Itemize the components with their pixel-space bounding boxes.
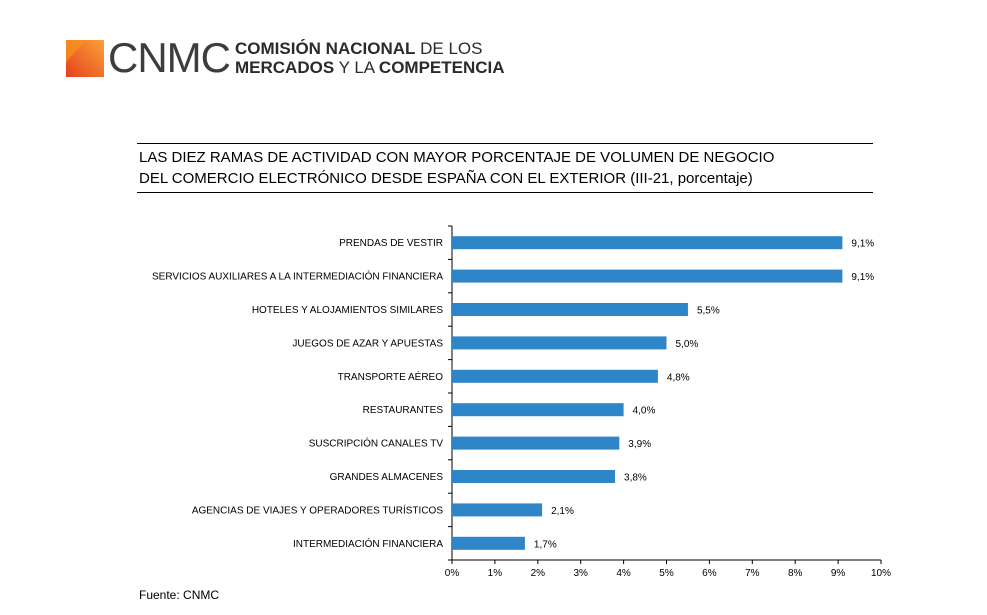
logo-wordmark: CNMC: [108, 34, 231, 81]
value-label: 9,1%: [851, 239, 874, 250]
value-label: 4,8%: [667, 372, 690, 383]
cnmc-logo-mark-icon: [66, 40, 104, 77]
bar: [452, 436, 620, 450]
x-tick-label: 10%: [871, 568, 891, 579]
chart-title-line-2: DEL COMERCIO ELECTRÓNICO DESDE ESPAÑA CO…: [139, 170, 753, 187]
x-tick-label: 7%: [745, 568, 760, 579]
value-label: 9,1%: [851, 272, 874, 283]
bar: [452, 369, 658, 383]
category-label: PRENDAS DE VESTIR: [339, 238, 443, 249]
x-tick-label: 4%: [616, 568, 631, 579]
value-label: 2,1%: [551, 506, 574, 517]
value-label: 5,0%: [676, 339, 699, 350]
x-tick-label: 1%: [488, 568, 503, 579]
value-label: 5,5%: [697, 306, 720, 317]
category-label: TRANSPORTE AÉREO: [338, 370, 444, 383]
bar: [452, 236, 843, 250]
bar: [452, 403, 624, 417]
x-tick-label: 9%: [831, 568, 846, 579]
cnmc-logo: CNMC COMISIÓN NACIONAL DE LOS MERCADOS Y…: [66, 34, 505, 81]
bar: [452, 303, 688, 316]
bar: [452, 503, 543, 517]
bar: [452, 336, 667, 350]
x-tick-label: 0%: [445, 568, 460, 579]
value-label: 4,0%: [633, 406, 656, 417]
bar: [452, 269, 843, 283]
value-label: 3,8%: [624, 473, 647, 484]
category-label: HOTELES Y ALOJAMIENTOS SIMILARES: [252, 305, 444, 316]
value-label: 3,9%: [628, 439, 651, 450]
bar: [452, 470, 616, 483]
x-tick-label: 6%: [702, 568, 717, 579]
category-label: AGENCIAS DE VIAJES Y OPERADORES TURÍSTIC…: [192, 503, 444, 516]
bar: [452, 536, 525, 550]
value-label: 1,7%: [534, 539, 557, 550]
category-label: SUSCRIPCIÓN CANALES TV: [309, 437, 444, 450]
x-tick-label: 3%: [573, 568, 588, 579]
category-label: JUEGOS DE AZAR Y APUESTAS: [292, 338, 443, 349]
source-note: Fuente: CNMC: [139, 588, 220, 602]
category-label: SERVICIOS AUXILIARES A LA INTERMEDIACIÓN…: [152, 270, 443, 283]
chart-title-line-1: LAS DIEZ RAMAS DE ACTIVIDAD CON MAYOR PO…: [139, 149, 775, 166]
category-label: RESTAURANTES: [363, 405, 444, 416]
x-tick-label: 2%: [531, 568, 546, 579]
category-label: INTERMEDIACIÓN FINANCIERA: [293, 537, 443, 550]
chart-title: LAS DIEZ RAMAS DE ACTIVIDAD CON MAYOR PO…: [137, 143, 873, 193]
logo-full-name: COMISIÓN NACIONAL DE LOS MERCADOS Y LA C…: [235, 39, 505, 77]
category-label: GRANDES ALMACENES: [330, 472, 444, 483]
x-tick-label: 8%: [788, 568, 803, 579]
x-tick-label: 5%: [659, 568, 674, 579]
